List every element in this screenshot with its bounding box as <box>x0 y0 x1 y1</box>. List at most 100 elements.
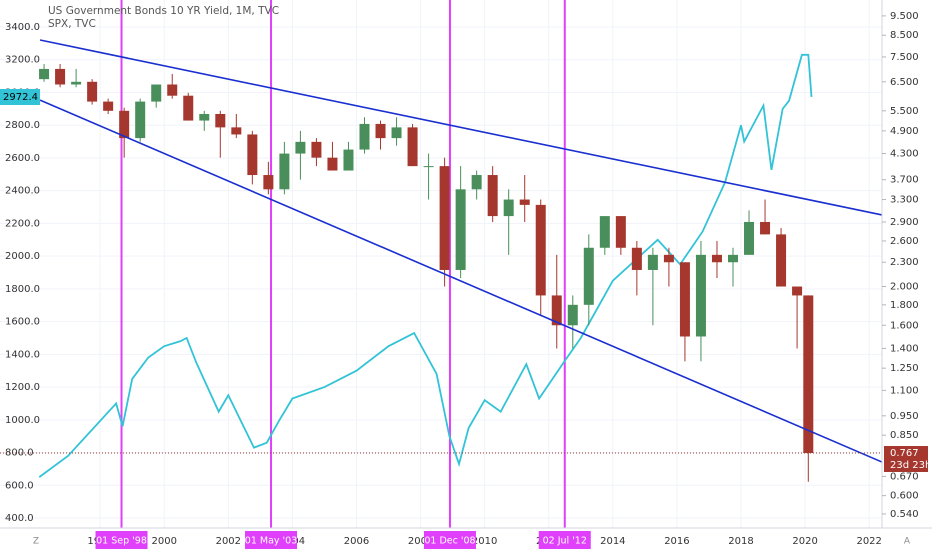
y2-tick-label: 0.540 <box>890 509 919 520</box>
event-label-box <box>538 531 591 549</box>
candle-body <box>407 127 418 167</box>
y2-tick-label: 3.700 <box>890 175 919 186</box>
y-tick-label: 2800.0 <box>5 120 40 131</box>
candle-body <box>551 295 562 326</box>
candle-body <box>583 247 594 305</box>
y-tick-label: 1200.0 <box>5 382 40 393</box>
y2-tick-label: 0.850 <box>890 430 919 441</box>
chart-title: US Government Bonds 10 YR Yield, 1M, TVC <box>48 5 279 17</box>
y2-tick-label: 7.500 <box>890 52 919 63</box>
y2-tick-label: 9.500 <box>890 11 919 22</box>
y-tick-label: 3200.0 <box>5 55 40 66</box>
scale-button[interactable]: Z <box>33 537 39 547</box>
event-label-box <box>245 531 298 549</box>
x-tick-label: 2016 <box>664 536 689 547</box>
y2-tick-label: 1.400 <box>890 343 919 354</box>
y-tick-label: 400.0 <box>5 513 34 524</box>
y2-tick-label: 0.670 <box>890 471 919 482</box>
candle-body <box>87 81 98 102</box>
y2-tick-label: 0.600 <box>890 491 919 502</box>
candle-body <box>535 204 546 296</box>
y2-tick-label: 1.800 <box>890 300 919 311</box>
candle-body <box>792 286 803 296</box>
candle-body <box>679 262 690 337</box>
event-label: 01 Sep '98 <box>96 536 147 547</box>
candle-body <box>55 68 66 85</box>
candle-body <box>631 247 642 270</box>
y-tick-label: 2000.0 <box>5 251 40 262</box>
y2-tick-label: 3.300 <box>890 195 919 206</box>
last-price-label: 0.767 <box>890 448 919 459</box>
candle-body <box>391 127 402 139</box>
x-tick-label: 2014 <box>600 536 625 547</box>
candle-body <box>295 141 306 154</box>
candle-body <box>727 254 738 263</box>
candle-body <box>647 254 658 270</box>
y2-tick-label: 1.600 <box>890 320 919 331</box>
event-label: 01 Dec '08 <box>424 536 475 547</box>
candle-body <box>359 123 370 150</box>
candle-body <box>103 101 114 111</box>
y2-tick-label: 8.500 <box>890 30 919 41</box>
candle-body <box>744 221 755 255</box>
candle-body <box>423 166 434 168</box>
y-tick-label: 600.0 <box>5 480 34 491</box>
spx-price-label: 2972.4 <box>3 92 38 103</box>
candle-body <box>760 221 771 235</box>
candle-body <box>183 95 194 121</box>
x-tick-label: 2000 <box>151 536 176 547</box>
candle-body <box>439 166 450 270</box>
x-tick-label: 2010 <box>472 536 497 547</box>
y2-tick-label: 4.900 <box>890 126 919 137</box>
event-label-box <box>95 531 148 549</box>
candle-body <box>311 141 322 158</box>
candle-body <box>279 153 290 190</box>
candle-body <box>231 127 242 135</box>
auto-scale-button[interactable]: A <box>904 537 911 547</box>
event-label-box <box>423 531 476 549</box>
candle-body <box>663 254 674 263</box>
y-tick-label: 3400.0 <box>5 22 40 33</box>
x-tick-label: 2006 <box>344 536 369 547</box>
y-tick-label: 2400.0 <box>5 186 40 197</box>
y2-tick-label: 2.300 <box>890 257 919 268</box>
candle-body <box>803 295 814 453</box>
candle-body <box>695 254 706 337</box>
candle-body <box>199 114 210 121</box>
y2-tick-label: 1.250 <box>890 363 919 374</box>
candle-body <box>135 101 146 139</box>
candle-body <box>263 175 274 190</box>
candle-body <box>503 199 514 217</box>
trend-line <box>39 39 883 216</box>
candle-body <box>343 149 354 171</box>
x-tick-label: 2008 <box>408 536 433 547</box>
candle-body <box>167 84 178 96</box>
candle-body <box>776 234 787 287</box>
candle-body <box>119 110 130 139</box>
y2-tick-label: 4.300 <box>890 149 919 160</box>
candle-body <box>567 304 578 326</box>
y-tick-label: 800.0 <box>5 448 34 459</box>
countdown-label: 23d 23h <box>890 460 931 471</box>
candle-body <box>247 134 258 176</box>
candle-body <box>71 81 82 85</box>
candle-body <box>711 254 722 263</box>
candle-body <box>327 157 338 171</box>
y2-tick-label: 5.500 <box>890 106 919 117</box>
y2-tick-label: 2.900 <box>890 217 919 228</box>
x-tick-label: 2020 <box>792 536 817 547</box>
candle-body <box>151 84 162 102</box>
spx-line <box>38 53 813 478</box>
last-price-box <box>884 445 928 472</box>
spx-price-box <box>0 88 40 105</box>
event-label: 02 Jul '12 <box>543 536 587 547</box>
candle-body <box>39 68 50 80</box>
candle-body <box>519 199 530 205</box>
trend-line <box>39 99 883 463</box>
candle-body <box>455 189 466 270</box>
x-tick-label: 2002 <box>216 536 241 547</box>
candle-body <box>487 175 498 217</box>
event-label: 01 May '03 <box>245 536 297 547</box>
